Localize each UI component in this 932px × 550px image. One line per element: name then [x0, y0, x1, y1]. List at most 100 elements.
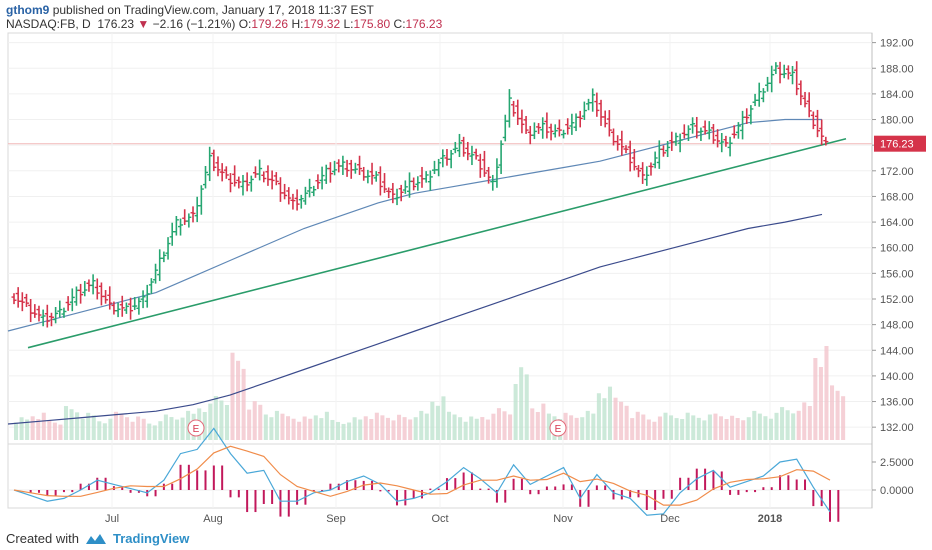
- price-tick-label: 144.00: [880, 345, 914, 357]
- last-price-badge: [874, 135, 926, 152]
- volume-bar: [463, 421, 468, 440]
- volume-bar: [313, 415, 318, 440]
- volume-bar: [730, 415, 735, 440]
- volume-bar: [508, 414, 513, 440]
- volume-bar: [591, 413, 596, 440]
- symbol-label: NASDAQ:FB, D: [6, 17, 91, 31]
- volume-bar: [774, 412, 779, 440]
- volume-bar: [141, 418, 146, 440]
- volume-bar: [702, 420, 707, 440]
- close-label: C:: [393, 17, 406, 31]
- volume-bar: [19, 417, 24, 440]
- volume-bar: [391, 420, 396, 440]
- volume-bar: [52, 422, 57, 440]
- volume-bar: [230, 352, 235, 440]
- volume-bar: [69, 409, 74, 440]
- volume-bar: [502, 411, 507, 440]
- volume-bar: [446, 411, 452, 440]
- volume-bar: [119, 414, 124, 440]
- volume-bar: [47, 420, 52, 440]
- time-label: Jul: [105, 513, 119, 525]
- published-text: published on TradingView.com, January 17…: [52, 3, 374, 17]
- volume-bar: [286, 416, 291, 440]
- volume-bar: [546, 413, 551, 440]
- volume-bar: [674, 418, 679, 440]
- volume-bar: [158, 421, 163, 440]
- volume-bar: [30, 416, 35, 440]
- macd-line: [13, 427, 831, 516]
- volume-bar: [136, 416, 141, 440]
- price-tick-label: 160.00: [880, 243, 914, 255]
- volume-bar: [635, 411, 640, 440]
- volume-bar: [713, 413, 718, 440]
- volume-bar: [97, 421, 102, 440]
- volume-bar: [763, 416, 768, 440]
- volume-bar: [685, 412, 690, 440]
- volume-bar: [818, 367, 823, 440]
- volume-bar: [352, 417, 357, 440]
- high-value: 179.32: [303, 17, 341, 31]
- support-trendline: [27, 137, 847, 349]
- volume-bar: [619, 401, 624, 440]
- author-name[interactable]: gthom9: [6, 3, 50, 17]
- volume-bar: [152, 425, 157, 440]
- price-tick-label: 140.00: [880, 371, 914, 383]
- volume-bar: [530, 408, 535, 440]
- volume-bar: [36, 419, 41, 440]
- volume-bar: [41, 412, 46, 440]
- volume-bar: [347, 422, 352, 440]
- price-tick-label: 188.00: [880, 63, 914, 75]
- volume-bar: [202, 412, 207, 440]
- earnings-label: E: [555, 424, 562, 435]
- volume-bar: [696, 417, 701, 440]
- volume-bar: [219, 400, 224, 440]
- price-tick-label: 136.00: [880, 397, 914, 409]
- time-label: Sep: [326, 513, 346, 525]
- volume-bar: [724, 419, 729, 440]
- volume-bar: [302, 416, 307, 440]
- volume-bar: [441, 396, 446, 440]
- volume-bar: [513, 384, 518, 440]
- tradingview-logo-icon: [85, 533, 106, 544]
- volume-bar: [824, 346, 829, 440]
- symbol-line: NASDAQ:FB, D 176.23 ▼ −2.16 (−1.21%) O:1…: [6, 17, 442, 31]
- volume-bar: [768, 418, 773, 440]
- volume-bar: [63, 406, 69, 440]
- volume-bar: [180, 417, 185, 440]
- volume-bar: [252, 401, 257, 440]
- price-tick-label: 192.00: [880, 38, 914, 50]
- volume-bar: [86, 412, 91, 440]
- volume-bar: [613, 397, 618, 440]
- volume-bar: [58, 424, 63, 440]
- volume-bar: [335, 421, 341, 440]
- volume-bar: [519, 367, 524, 440]
- down-arrow-icon: ▼: [137, 17, 150, 31]
- signal-line: [13, 445, 831, 506]
- volume-bar: [641, 414, 646, 440]
- volume-bar: [75, 412, 80, 440]
- time-label: Nov: [553, 513, 573, 525]
- price-tick-label: 172.00: [880, 166, 914, 178]
- volume-bar: [569, 415, 574, 440]
- last-price-label: 176.23: [880, 139, 914, 151]
- volume-bar: [791, 413, 796, 440]
- earnings-marker: [549, 419, 567, 437]
- ma200-line: [7, 213, 823, 425]
- volume-bar: [646, 419, 651, 440]
- volume-bar: [419, 410, 424, 440]
- volume-bar: [341, 423, 346, 440]
- volume-bar: [125, 417, 130, 440]
- volume-bar: [780, 407, 785, 440]
- volume-bar: [169, 417, 174, 440]
- volume-bar: [319, 418, 324, 440]
- volume-bar: [102, 423, 107, 440]
- created-with-text: Created with: [6, 531, 79, 546]
- volume-bar: [274, 410, 279, 440]
- volume-bar: [469, 416, 474, 440]
- volume-bar: [324, 411, 329, 440]
- tradingview-brand[interactable]: TradingView: [112, 531, 190, 546]
- volume-bar: [485, 419, 490, 440]
- volume-bar: [835, 390, 840, 440]
- volume-bar: [408, 419, 413, 440]
